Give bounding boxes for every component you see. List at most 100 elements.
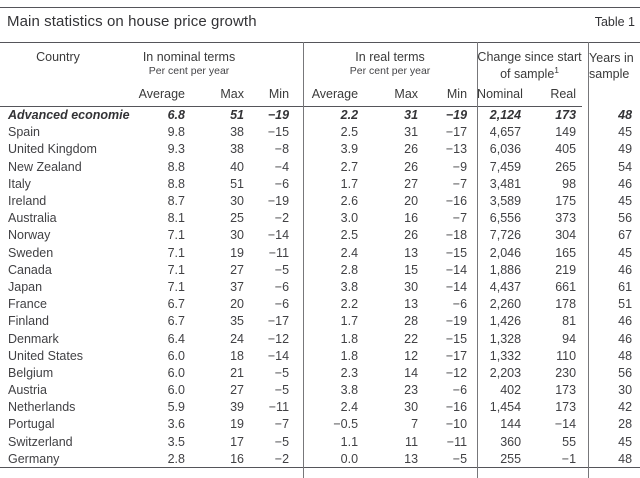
cell-change-nominal: 144	[500, 417, 522, 432]
cell-nom-max: 27	[230, 383, 244, 398]
cell-change-nominal: 1,886	[489, 262, 522, 277]
house-price-statistics-table: Country In nominal terms Per cent per ye…	[0, 42, 640, 468]
cell-real-average: 3.0	[340, 211, 359, 226]
cell-change-nominal: 255	[500, 451, 522, 466]
country-cell: Switzerland	[8, 434, 73, 449]
cell-nom-max: 16	[230, 451, 244, 466]
country-cell: Sweden	[8, 245, 54, 260]
cell-nom-min: −14	[267, 228, 290, 243]
cell-change-nominal: 3,589	[489, 194, 522, 209]
country-cell: Netherlands	[8, 400, 76, 415]
cell-change-real: 149	[555, 125, 577, 140]
cell-nom-min: −11	[268, 400, 290, 415]
cell-nom-average: 6.8	[167, 108, 185, 123]
table-row: Advanced economies 6.8 51 −19 2.2 31 −19 2,124 1…	[0, 107, 640, 124]
country-cell: Australia	[8, 211, 57, 226]
cell-years: 46	[618, 331, 633, 346]
sub-header-nominal-max: Max	[187, 82, 246, 107]
cell-nom-max: 40	[230, 159, 244, 174]
cell-change-nominal: 360	[500, 434, 522, 449]
cell-change-nominal: 2,260	[489, 297, 522, 312]
country-cell: Ireland	[8, 194, 47, 209]
nominal-group-label: In nominal terms	[142, 50, 236, 64]
cell-years: 54	[618, 159, 633, 174]
column-divider-real-change	[477, 42, 478, 478]
cell-change-nominal: 7,726	[489, 228, 522, 243]
cell-nom-max: 25	[230, 211, 244, 226]
cell-change-real: 165	[555, 245, 577, 260]
cell-change-real: 373	[555, 211, 577, 226]
cell-real-max: 20	[404, 194, 419, 209]
cell-change-nominal: 1,332	[489, 348, 522, 363]
cell-nom-average: 6.0	[167, 348, 185, 363]
cell-real-min: −19	[445, 108, 468, 123]
cell-nom-max: 39	[230, 400, 244, 415]
cell-change-real: 178	[555, 297, 577, 312]
cell-nom-min: −6	[274, 279, 290, 294]
cell-real-average: 1.8	[340, 331, 359, 346]
cell-real-average: 2.6	[340, 194, 359, 209]
cell-years: 56	[618, 365, 633, 380]
cell-real-average: 1.1	[340, 434, 359, 449]
cell-nom-max: 21	[230, 365, 244, 380]
cell-nom-max: 35	[230, 314, 244, 329]
cell-nom-min: −15	[267, 125, 290, 140]
cell-change-real: 230	[555, 365, 577, 380]
cell-change-nominal: 402	[500, 383, 522, 398]
cell-nom-average: 3.6	[167, 417, 185, 432]
cell-real-min: −5	[452, 451, 468, 466]
cell-real-min: −14	[445, 279, 468, 294]
table-row: Canada 7.1 27 −5 2.8 15 −14 1,886 219 46	[0, 261, 640, 278]
cell-nom-max: 24	[230, 331, 244, 346]
country-cell: Advanced economies	[8, 108, 130, 123]
cell-real-average: 2.2	[340, 297, 359, 312]
country-cell: Spain	[8, 125, 40, 140]
sub-header-nominal-min: Min	[246, 82, 304, 107]
cell-years: 28	[618, 417, 633, 432]
column-header-country: Country	[36, 50, 80, 64]
country-cell: France	[8, 297, 47, 312]
cell-nom-average: 2.8	[167, 451, 185, 466]
table-row: Japan 7.1 37 −6 3.8 30 −14 4,437 661 61	[0, 278, 640, 295]
country-cell: Finland	[8, 314, 49, 329]
table-row: United Kingdom 9.3 38 −8 3.9 26 −13 6,036 405 49	[0, 141, 640, 158]
cell-real-min: −15	[445, 245, 468, 260]
real-group-label: In real terms	[355, 50, 425, 64]
cell-nom-average: 6.4	[167, 331, 185, 346]
cell-real-max: 23	[404, 383, 419, 398]
cell-years: 45	[618, 194, 633, 209]
cell-years: 48	[618, 108, 633, 123]
cell-real-min: −14	[445, 262, 468, 277]
cell-real-min: −13	[445, 142, 468, 157]
country-cell: Italy	[8, 176, 31, 191]
cell-nom-average: 8.8	[167, 159, 185, 174]
cell-years: 48	[618, 451, 633, 466]
cell-real-max: 13	[404, 245, 419, 260]
cell-real-max: 26	[404, 159, 419, 174]
sub-header-real-max: Max	[360, 82, 421, 107]
cell-change-nominal: 6,556	[489, 211, 522, 226]
cell-nom-average: 6.7	[167, 297, 185, 312]
footnote-marker: 1	[554, 65, 560, 75]
cell-real-min: −12	[445, 365, 468, 380]
cell-change-real: 81	[562, 314, 577, 329]
group-header-row: Country In nominal terms Per cent per ye…	[0, 43, 640, 83]
cell-nom-average: 8.8	[167, 176, 185, 191]
table-row: Italy 8.8 51 −6 1.7 27 −7 3,481 98 46	[0, 175, 640, 192]
cell-nom-min: −19	[267, 108, 290, 123]
cell-real-average: 2.4	[340, 245, 359, 260]
cell-real-max: 31	[404, 125, 419, 140]
country-cell: United Kingdom	[8, 142, 97, 157]
cell-nom-min: −2	[274, 451, 290, 466]
title-bar: Main statistics on house price growth Ta…	[7, 13, 635, 37]
cell-nom-average: 3.5	[167, 434, 185, 449]
cell-real-min: −15	[445, 331, 468, 346]
table-row: Ireland 8.7 30 −19 2.6 20 −16 3,589 175 45	[0, 192, 640, 209]
table-number-label: Table 1	[594, 15, 635, 29]
cell-real-max: 14	[404, 365, 419, 380]
cell-real-max: 28	[404, 314, 419, 329]
sub-header-row: Average Max Min Average Max Min Nominal …	[0, 82, 640, 107]
cell-real-max: 13	[404, 297, 419, 312]
cell-real-min: −17	[445, 125, 468, 140]
cell-nom-max: 30	[230, 228, 244, 243]
